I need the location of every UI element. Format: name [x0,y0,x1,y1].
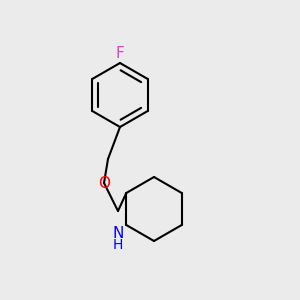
Text: H: H [113,238,124,252]
Text: O: O [98,176,110,190]
Text: F: F [116,46,124,62]
Text: N: N [112,226,124,241]
